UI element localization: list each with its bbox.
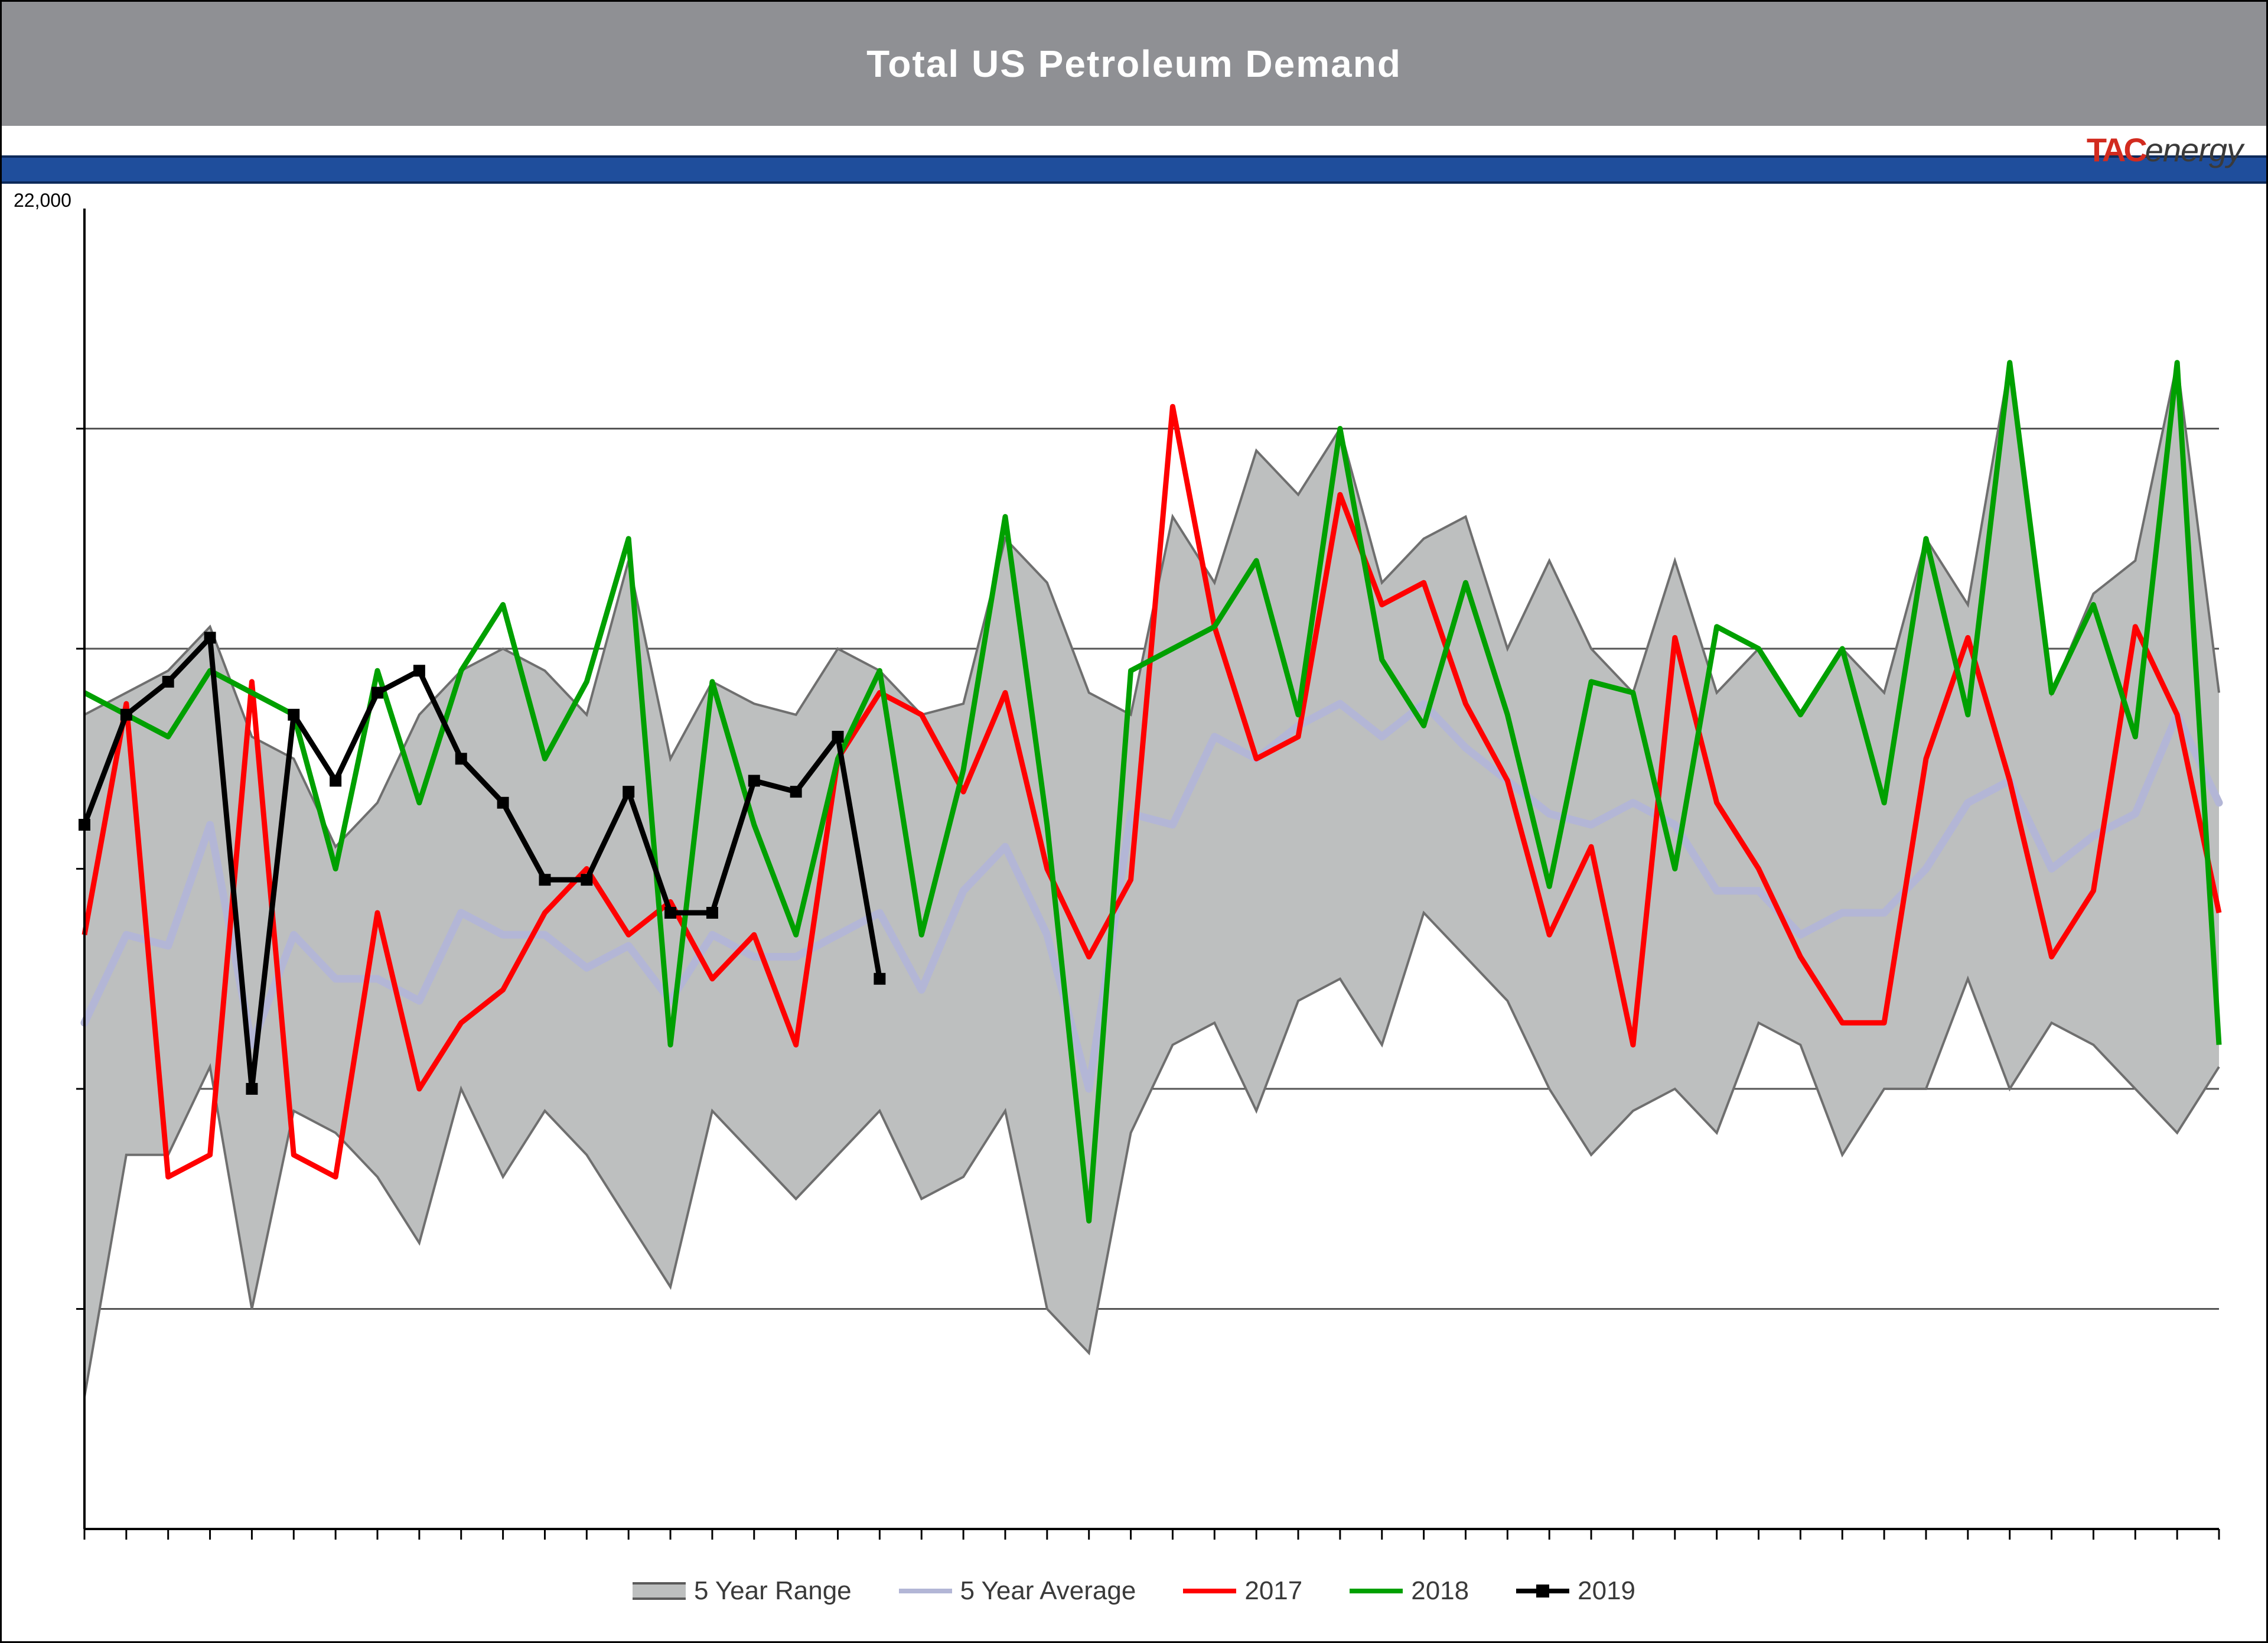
legend-item-avg: 5 Year Average bbox=[899, 1576, 1136, 1606]
legend-label-avg: 5 Year Average bbox=[960, 1576, 1136, 1606]
y-axis-top-label: 22,000 bbox=[14, 190, 71, 212]
legend-label-2017: 2017 bbox=[1244, 1576, 1302, 1606]
range-swatch-icon bbox=[633, 1582, 686, 1600]
logo-energy: energy bbox=[2145, 131, 2243, 168]
accent-band bbox=[2, 155, 2266, 184]
legend: 5 Year Range 5 Year Average 2017 2018 20… bbox=[2, 1576, 2266, 1606]
avg-swatch-icon bbox=[899, 1589, 952, 1593]
s2017-swatch-icon bbox=[1183, 1589, 1236, 1593]
s2019-swatch-icon bbox=[1516, 1585, 1569, 1598]
chart-title: Total US Petroleum Demand bbox=[866, 42, 1402, 86]
legend-item-2019: 2019 bbox=[1516, 1576, 1635, 1606]
chart-svg bbox=[73, 203, 2231, 1547]
legend-item-range: 5 Year Range bbox=[633, 1576, 852, 1606]
legend-item-2018: 2018 bbox=[1350, 1576, 1469, 1606]
s2018-swatch-icon bbox=[1350, 1589, 1403, 1593]
chart-frame: Total US Petroleum Demand TACenergy 22,0… bbox=[0, 0, 2268, 1643]
tac-energy-logo: TACenergy bbox=[2087, 131, 2243, 169]
legend-label-range: 5 Year Range bbox=[694, 1576, 852, 1606]
title-bar: Total US Petroleum Demand bbox=[2, 2, 2266, 126]
logo-tac: TAC bbox=[2087, 131, 2145, 168]
plot-area bbox=[73, 203, 2231, 1547]
legend-label-2018: 2018 bbox=[1411, 1576, 1469, 1606]
legend-label-2019: 2019 bbox=[1578, 1576, 1635, 1606]
legend-item-2017: 2017 bbox=[1183, 1576, 1302, 1606]
